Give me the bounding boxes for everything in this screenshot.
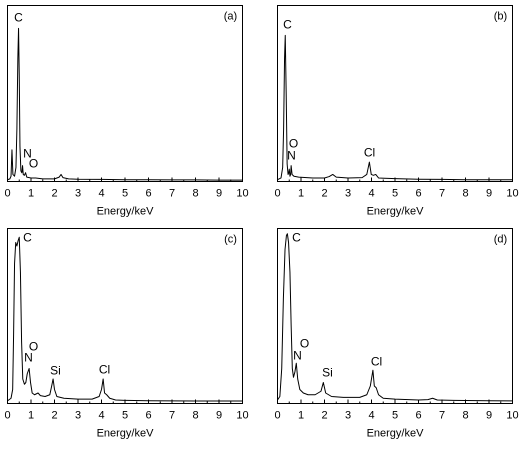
- x-tick-label: 5: [392, 188, 398, 200]
- panel-label: (b): [494, 11, 507, 23]
- spectrum-panel-c: 0 1 2 3 4 5 6 7 8 9 10 Energy/keV (c) C ON Si Cl: [4, 228, 249, 440]
- x-tick-label: 8: [462, 410, 468, 422]
- x-tick-label: 10: [506, 188, 518, 200]
- peak-label-cl: Cl: [364, 146, 375, 160]
- x-tick-label: 1: [28, 188, 34, 200]
- x-tick-label: 6: [415, 410, 421, 422]
- peak-label-cl: Cl: [99, 363, 110, 377]
- x-tick-label: 8: [192, 410, 198, 422]
- x-tick-label: 9: [486, 188, 492, 200]
- x-tick-label: 6: [415, 188, 421, 200]
- x-tick-label: 1: [298, 410, 304, 422]
- x-tick-label: 9: [216, 188, 222, 200]
- peak-label-o: O: [300, 337, 309, 351]
- panel-label: (d): [494, 234, 507, 246]
- x-tick-label: 5: [122, 188, 128, 200]
- x-tick-label: 10: [506, 410, 518, 422]
- x-tick-label: 5: [122, 410, 128, 422]
- x-tick-label: 0: [274, 410, 280, 422]
- x-tick-label: 2: [321, 410, 327, 422]
- x-tick-label: 4: [98, 410, 104, 422]
- x-tick-label: 7: [439, 188, 445, 200]
- spectrum-line: [277, 233, 513, 402]
- x-axis-label: Energy/keV: [367, 428, 425, 440]
- spectrum-line: [7, 27, 243, 181]
- peak-label-cl: Cl: [371, 355, 382, 369]
- x-tick-label: 5: [392, 410, 398, 422]
- x-tick-label: 2: [51, 410, 57, 422]
- x-tick-label: 0: [274, 188, 280, 200]
- spectrum-line: [7, 236, 243, 402]
- peak-label-n: N: [24, 351, 33, 365]
- panel-label: (c): [224, 234, 237, 246]
- spectrum-line: [277, 34, 513, 181]
- x-tick-label: 4: [368, 410, 374, 422]
- peak-label-si: Si: [322, 366, 333, 380]
- x-tick-label: 8: [192, 188, 198, 200]
- plot-frame: [7, 228, 243, 404]
- x-tick-label: 3: [345, 188, 351, 200]
- peak-label-c: C: [292, 231, 301, 245]
- spectrum-panel-d: 0 1 2 3 4 5 6 7 8 9 10 Energy/keV (d) C ON Si Cl: [274, 228, 519, 440]
- x-tick-label: 6: [145, 188, 151, 200]
- plot-frame: [277, 5, 513, 182]
- x-tick-label: 0: [4, 188, 10, 200]
- x-tick-label: 10: [236, 188, 248, 200]
- peak-label-n: N: [23, 147, 32, 161]
- x-tick-label: 2: [321, 188, 327, 200]
- x-tick-label: 3: [75, 188, 81, 200]
- plot-frame: [277, 228, 513, 404]
- x-axis-label: Energy/keV: [97, 206, 155, 218]
- x-tick-label: 9: [486, 410, 492, 422]
- peak-label-o: O: [29, 340, 38, 354]
- x-tick-label: 7: [439, 410, 445, 422]
- x-tick-label: 10: [236, 410, 248, 422]
- peak-label-n: N: [287, 149, 296, 163]
- x-tick-label: 3: [345, 410, 351, 422]
- x-tick-label: 4: [98, 188, 104, 200]
- peak-label-o: O: [29, 157, 38, 171]
- peak-label-si: Si: [50, 364, 61, 378]
- x-axis-label: Energy/keV: [367, 206, 425, 218]
- x-tick-label: 6: [145, 410, 151, 422]
- peak-label-c: C: [283, 18, 292, 32]
- peak-label-c: C: [23, 231, 32, 245]
- panel-label: (a): [224, 11, 237, 23]
- x-tick-label: 9: [216, 410, 222, 422]
- peak-label-o: O: [289, 137, 298, 151]
- x-tick-label: 7: [169, 188, 175, 200]
- spectrum-panel-b: 0 1 2 3 4 5 6 7 8 9 10 Energy/keV (b) C ON Cl: [274, 5, 519, 218]
- x-tick-label: 1: [298, 188, 304, 200]
- x-tick-label: 4: [368, 188, 374, 200]
- peak-label-c: C: [14, 11, 23, 25]
- x-tick-label: 2: [51, 188, 57, 200]
- x-tick-label: 3: [75, 410, 81, 422]
- x-axis-label: Energy/keV: [97, 428, 155, 440]
- x-tick-label: 1: [28, 410, 34, 422]
- x-tick-label: 0: [4, 410, 10, 422]
- spectrum-panel-a: 0 1 2 3 4 5 6 7 8 9 10 Energy/keV (a) C NO: [4, 5, 249, 218]
- x-tick-label: 8: [462, 188, 468, 200]
- peak-label-n: N: [293, 349, 302, 363]
- plot-frame: [7, 5, 243, 182]
- x-tick-label: 7: [169, 410, 175, 422]
